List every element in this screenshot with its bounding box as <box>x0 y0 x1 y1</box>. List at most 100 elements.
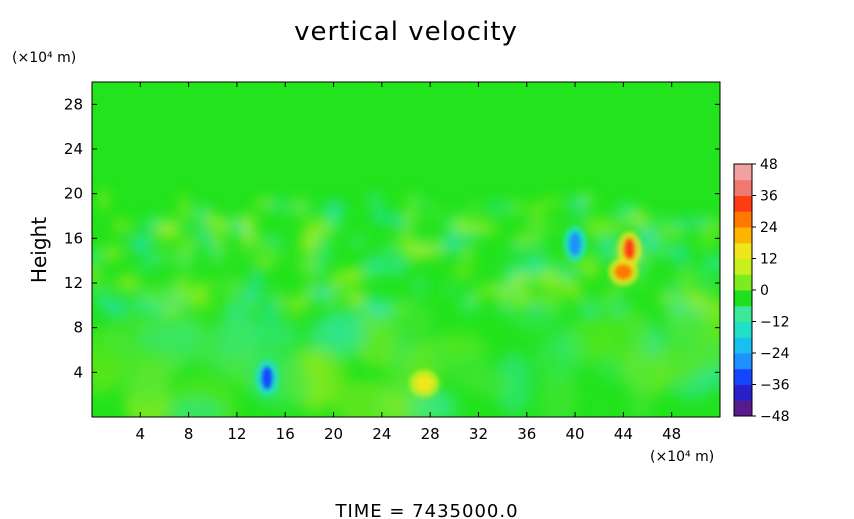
field-patch <box>242 228 255 249</box>
field-patch <box>608 245 619 265</box>
velocity-extremum <box>415 375 434 392</box>
x-tick-label: 32 <box>469 425 488 443</box>
field-patch <box>265 235 283 249</box>
colorbar-swatch <box>734 164 752 181</box>
y-axis-label: Height <box>27 217 51 283</box>
y-tick-label: 8 <box>73 319 83 337</box>
field-patch <box>227 305 247 315</box>
field-patch <box>574 199 585 217</box>
field-patch <box>345 269 366 283</box>
field-patch <box>636 225 658 245</box>
field-patch <box>699 219 720 236</box>
field-patch <box>506 277 523 287</box>
colorbar-swatch <box>734 400 752 417</box>
x-tick-label: 36 <box>517 425 536 443</box>
field-patch <box>610 282 622 300</box>
field-patch <box>92 266 100 285</box>
field-patch <box>441 234 466 253</box>
field-patch <box>390 241 401 249</box>
field-patch <box>370 299 394 319</box>
field-patch <box>383 340 413 390</box>
time-label: TIME = 7435000.0 <box>334 501 518 519</box>
velocity-extremum <box>614 263 633 280</box>
field-patch <box>240 290 263 305</box>
field-patch <box>510 245 523 255</box>
colorbar-tick-label: −48 <box>760 409 790 425</box>
field-patch <box>526 213 539 234</box>
y-tick-label: 20 <box>64 185 83 203</box>
x-ticks: 4 8 12 16 20 24 28 32 36 40 44 48 <box>136 82 681 443</box>
field-patch <box>714 304 720 314</box>
colorbar-swatch <box>734 195 752 212</box>
field-patch <box>345 290 365 306</box>
field-patch <box>391 215 408 229</box>
field-patch <box>406 243 429 259</box>
field-patch <box>414 276 425 296</box>
field-patch <box>556 266 577 279</box>
field-patch <box>202 317 270 380</box>
field-patch <box>322 309 359 347</box>
velocity-extremum <box>623 237 636 262</box>
field-patch <box>444 285 454 295</box>
field-patch <box>539 290 562 308</box>
field-patch <box>333 285 349 293</box>
colorbar-swatch <box>734 211 752 228</box>
field-patch <box>154 249 175 263</box>
x-tick-label: 44 <box>614 425 633 443</box>
field-patch <box>293 197 309 217</box>
field-patch <box>180 205 191 220</box>
field-patch <box>700 236 713 247</box>
plot-frame <box>91 81 721 418</box>
field-patch <box>511 198 523 216</box>
field-patch <box>112 220 130 230</box>
field-patch <box>598 305 652 367</box>
y-tick-label: 28 <box>64 95 83 113</box>
field-patch <box>304 204 314 211</box>
field-patch <box>405 208 417 228</box>
x-tick-label: 20 <box>324 425 343 443</box>
field-patch <box>167 397 224 417</box>
y-tick-label: 16 <box>64 229 83 247</box>
field-patch <box>598 295 612 302</box>
colorbar-swatch <box>734 274 752 291</box>
x-tick-label: 24 <box>372 425 391 443</box>
field-patch <box>428 205 442 218</box>
field-patch <box>459 303 479 312</box>
field-patch <box>149 287 170 306</box>
colorbar-tick-label: 24 <box>760 220 778 236</box>
field-patch <box>214 236 225 247</box>
field-patch <box>627 365 656 417</box>
field-patch <box>256 255 274 266</box>
field-patch <box>350 235 364 248</box>
colorbar-swatch <box>734 337 752 354</box>
field-patch <box>223 287 237 308</box>
field-patch <box>274 252 288 260</box>
colorbar-swatch <box>734 305 752 322</box>
field-patch <box>469 291 482 304</box>
x-tick-label: 40 <box>566 425 585 443</box>
field-patch <box>650 246 675 256</box>
field-patch <box>545 198 562 206</box>
field-patch <box>123 355 171 407</box>
colorbar-swatch <box>734 290 752 307</box>
field-patch <box>435 331 486 359</box>
field-patch <box>401 230 413 250</box>
field-patch <box>562 279 577 296</box>
field-patch <box>194 206 210 222</box>
colorbar-swatch <box>734 353 752 370</box>
field-patch <box>319 245 333 259</box>
y-ticks: 4 8 12 16 20 24 28 <box>64 95 720 381</box>
field-patch <box>529 203 547 212</box>
field-patch <box>478 285 504 295</box>
field-patch <box>174 283 192 292</box>
field-patch <box>215 278 232 289</box>
field-patch <box>262 302 279 319</box>
field-patch <box>677 267 698 282</box>
velocity-extremum <box>261 365 274 390</box>
field-patch <box>270 288 281 299</box>
field-patch <box>280 297 291 310</box>
x-tick-label: 48 <box>662 425 681 443</box>
field-patch <box>503 264 522 279</box>
field-patch <box>177 240 197 247</box>
x-axis-unit: (×10⁴ m) <box>650 449 714 465</box>
